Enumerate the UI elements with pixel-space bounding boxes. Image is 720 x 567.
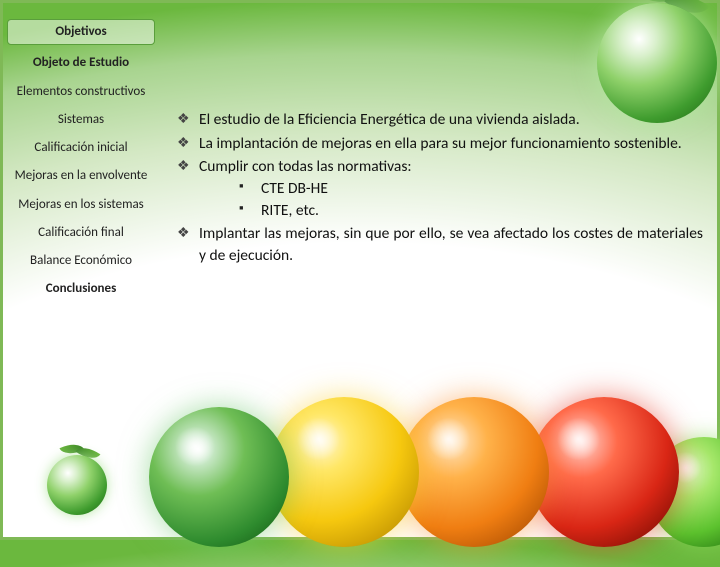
sidebar-item-mejoras-envolvente[interactable]: Mejoras en la envolvente <box>7 166 155 186</box>
sidebar-item-sistemas[interactable]: Sistemas <box>7 110 155 130</box>
list-item-text: Cumplir con todas las normativas: <box>199 157 412 176</box>
sidebar-item-calificacion-inicial[interactable]: Calificación inicial <box>7 138 155 158</box>
sidebar-nav: Objetivos Objeto de Estudio Elementos co… <box>3 13 159 306</box>
list-item: CTE DB-HE <box>239 178 703 200</box>
globe-orange-icon <box>399 397 549 547</box>
sidebar-item-calificacion-final[interactable]: Calificación final <box>7 223 155 243</box>
list-item: RITE, etc. <box>239 200 703 222</box>
globe-green-icon <box>149 407 289 547</box>
globe-yellow-icon <box>269 397 419 547</box>
eco-logo-large <box>587 0 720 123</box>
globe-icon <box>597 3 717 123</box>
sidebar-item-mejoras-sistemas[interactable]: Mejoras en los sistemas <box>7 195 155 215</box>
objectives-list: El estudio de la Eficiencia Energética d… <box>173 109 703 267</box>
list-item: Implantar las mejoras, sin que por ello,… <box>173 223 703 266</box>
eco-logo-small <box>41 443 113 515</box>
list-item: Cumplir con todas las normativas: CTE DB… <box>173 156 703 221</box>
sidebar-item-objetivos[interactable]: Objetivos <box>7 19 155 45</box>
energy-rating-globes <box>159 367 720 567</box>
sidebar-item-elementos[interactable]: Elementos constructivos <box>7 82 155 102</box>
list-item: La implantación de mejoras en ella para … <box>173 133 703 155</box>
list-item: El estudio de la Eficiencia Energética d… <box>173 109 703 131</box>
content-area: El estudio de la Eficiencia Energética d… <box>173 109 703 269</box>
sidebar-item-balance[interactable]: Balance Económico <box>7 251 155 271</box>
sidebar-item-conclusiones[interactable]: Conclusiones <box>7 279 155 299</box>
normativas-sublist: CTE DB-HE RITE, etc. <box>199 178 703 221</box>
globe-icon <box>47 455 107 515</box>
sidebar-item-objeto-estudio[interactable]: Objeto de Estudio <box>7 53 155 73</box>
globe-red-icon <box>529 397 679 547</box>
